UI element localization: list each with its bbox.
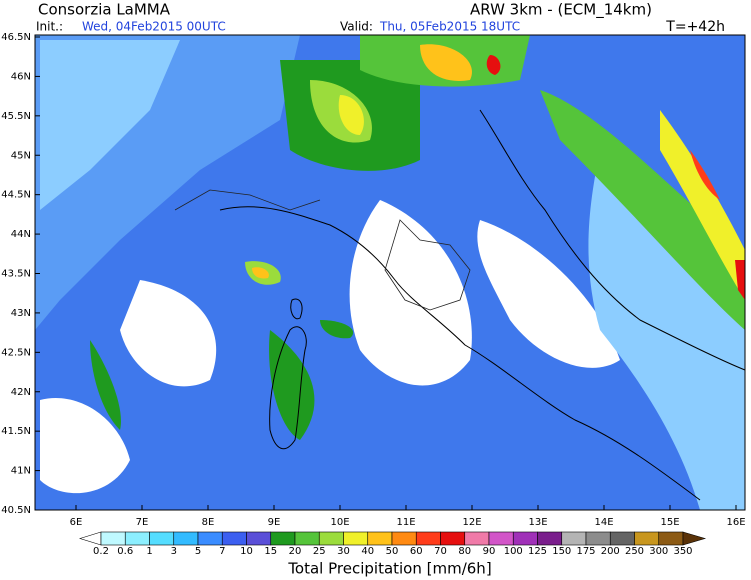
colorbar-swatch (585, 531, 611, 546)
colorbar: 0.2 0.6 1 3 5 7 10 15 20 25 30 40 50 60 70 80 90 100 125 15… (78, 531, 707, 557)
lon-label: 10E (330, 517, 349, 528)
colorbar-swatch (367, 531, 393, 546)
colorbar-swatch (173, 531, 199, 546)
colorbar-label: 200 (601, 546, 620, 557)
colorbar-swatch (391, 531, 417, 546)
colorbar-swatch (537, 531, 563, 546)
lon-label: 16E (726, 517, 745, 528)
valid-label: Valid: (340, 20, 373, 34)
colorbar-swatch (197, 531, 223, 546)
lat-label: 45N (11, 150, 31, 161)
lon-label: 11E (396, 517, 415, 528)
model: ARW 3km - (ECM_14km) (470, 1, 652, 20)
colorbar-label: 25 (313, 546, 326, 557)
colorbar-label: 10 (240, 546, 253, 557)
colorbar-label: 150 (552, 546, 571, 557)
colorbar-label: 5 (195, 546, 201, 557)
lon-label: 7E (136, 517, 149, 528)
colorbar-end (78, 531, 102, 546)
coastlines (174, 109, 746, 501)
colorbar-label: 80 (458, 546, 471, 557)
lon-axis: 6E 7E 8E 9E 10E 11E 12E 13E 14E 15E 16E (70, 505, 746, 528)
lat-axis: 46.5N 46N 45.5N 45N 44.5N 44N 43.5N 43N 42.5N 42N… (1, 32, 40, 516)
colorbar-label: 3 (171, 546, 177, 557)
lon-label: 8E (202, 517, 215, 528)
colorbar-swatch (561, 531, 587, 546)
colorbar-swatch (318, 531, 344, 546)
colorbar-swatch (270, 531, 296, 546)
colorbar-swatch (488, 531, 514, 546)
colorbar-label: 70 (434, 546, 447, 557)
lat-label: 46N (11, 71, 31, 82)
title: Consorzia LaMMA (38, 1, 171, 19)
lead-time: T=+42h (665, 19, 725, 35)
colorbar-label: 350 (673, 546, 692, 557)
lat-label: 40.5N (1, 505, 31, 516)
colorbar-swatch (221, 531, 247, 546)
lat-label: 41.5N (1, 426, 31, 437)
colorbar-label: 40 (361, 546, 374, 557)
lon-label: 14E (594, 517, 613, 528)
colorbar-swatch (464, 531, 490, 546)
colorbar-swatch (634, 531, 660, 546)
init-time: Wed, 04Feb2015 00UTC (82, 20, 226, 34)
colorbar-swatch (343, 531, 369, 546)
colorbar-label: 300 (649, 546, 668, 557)
colorbar-label: 0.2 (93, 546, 109, 557)
colorbar-label: 30 (337, 546, 350, 557)
init-label: Init.: (36, 20, 63, 34)
lon-label: 12E (462, 517, 481, 528)
lat-label: 44.5N (1, 190, 31, 201)
colorbar-end (682, 531, 707, 546)
colorbar-label: 15 (264, 546, 277, 557)
lat-label: 42N (11, 387, 31, 398)
colorbar-label: 0.6 (117, 546, 133, 557)
colorbar-label: 60 (410, 546, 423, 557)
lon-label: 13E (528, 517, 547, 528)
colorbar-label: 100 (504, 546, 523, 557)
colorbar-label: 175 (576, 546, 595, 557)
lon-label: 15E (660, 517, 679, 528)
colorbar-label: 50 (386, 546, 399, 557)
lat-label: 43N (11, 308, 31, 319)
colorbar-label: 125 (528, 546, 547, 557)
lat-label: 43.5N (1, 269, 31, 280)
colorbar-label: 90 (483, 546, 496, 557)
colorbar-swatch (440, 531, 466, 546)
colorbar-swatch (294, 531, 320, 546)
colorbar-label: 1 (146, 546, 152, 557)
precip-field (35, 35, 745, 510)
colorbar-label: 7 (219, 546, 225, 557)
lat-label: 45.5N (1, 111, 31, 122)
colorbar-label: 250 (625, 546, 644, 557)
colorbar-label: 20 (289, 546, 302, 557)
map-frame (34, 34, 746, 511)
colorbar-swatch (415, 531, 441, 546)
colorbar-swatch (609, 531, 635, 546)
colorbar-swatch (246, 531, 272, 546)
colorbar-title: Total Precipitation [mm/6h] (287, 560, 491, 578)
colorbar-swatch (658, 531, 684, 546)
lon-label: 6E (70, 517, 83, 528)
colorbar-swatch (149, 531, 175, 546)
lat-label: 42.5N (1, 347, 31, 358)
colorbar-swatch (124, 531, 150, 546)
valid-time: Thu, 05Feb2015 18UTC (379, 20, 520, 34)
colorbar-swatch (100, 531, 126, 546)
colorbar-swatch (512, 531, 538, 546)
lat-label: 44N (11, 229, 31, 240)
lon-label: 9E (268, 517, 281, 528)
lat-label: 41N (11, 466, 31, 477)
lat-label: 46.5N (1, 32, 31, 43)
